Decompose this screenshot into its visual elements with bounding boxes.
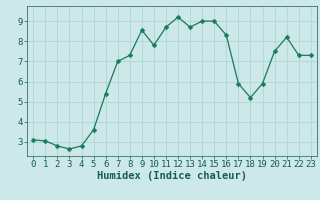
X-axis label: Humidex (Indice chaleur): Humidex (Indice chaleur) — [97, 171, 247, 181]
